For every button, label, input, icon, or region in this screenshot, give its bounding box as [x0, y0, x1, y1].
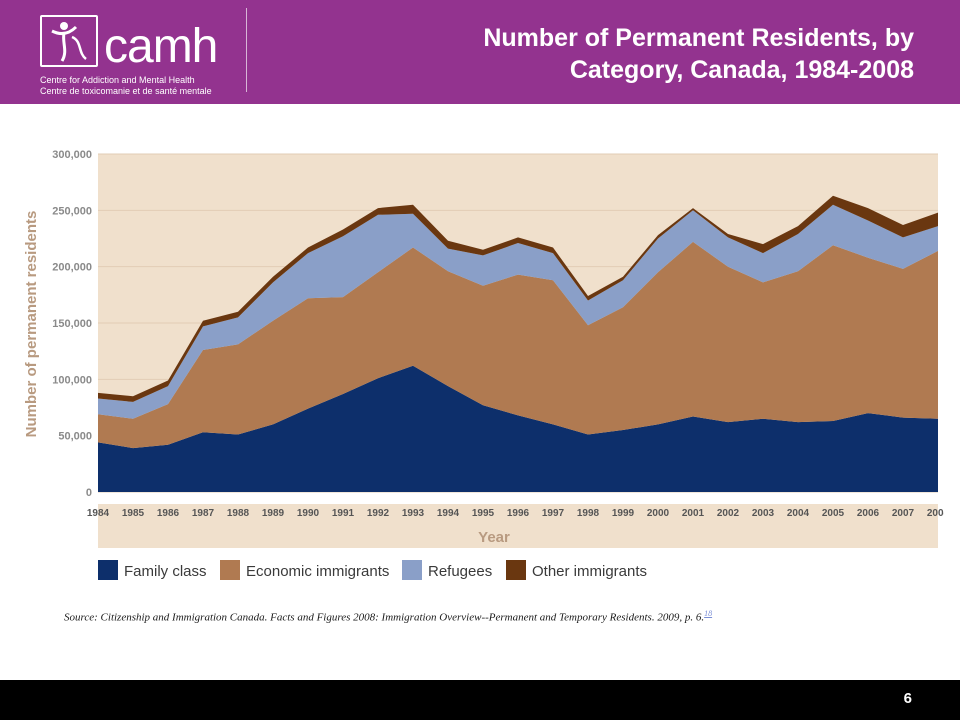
legend-swatch-family-class	[98, 560, 118, 580]
legend-label-refugees: Refugees	[428, 563, 492, 580]
x-tick-label: 1985	[122, 508, 145, 519]
legend-label-family-class: Family class	[124, 563, 207, 580]
x-tick-label: 1989	[262, 508, 285, 519]
x-tick-labels: 1984 1985 1986 1987 1988 1989 1990 1991 1992 1993…	[87, 508, 950, 519]
logo-subtitle-en: Centre for Addiction and Mental Health	[40, 75, 195, 85]
source-text: Source: Citizenship and Immigration Cana…	[64, 611, 705, 624]
y-tick-label: 50,000	[58, 431, 92, 443]
area-series	[98, 195, 938, 492]
source-reference-link[interactable]: 18	[704, 609, 713, 618]
page-number: 6	[903, 690, 912, 707]
camh-figure-icon	[40, 15, 98, 67]
x-tick-label: 1993	[402, 508, 425, 519]
x-tick-label: 1994	[437, 508, 460, 519]
y-tick-label: 250,000	[52, 205, 92, 217]
x-tick-label: 1986	[157, 508, 180, 519]
legend-label-economic-immigrants: Economic immigrants	[246, 563, 389, 580]
camh-logo: camh Centre for Addiction and Mental Hea…	[40, 15, 246, 96]
stacked-area-chart: 0 50,000 100,000 150,000 200,000 250,000 300,0…	[23, 149, 950, 580]
y-tick-label: 150,000	[52, 318, 92, 330]
x-tick-label: 1995	[472, 508, 495, 519]
x-tick-label: 1991	[332, 508, 355, 519]
x-axis-label: Year	[478, 529, 510, 546]
x-tick-label: 1984	[87, 508, 110, 519]
header-divider	[246, 8, 247, 92]
y-tick-label: 300,000	[52, 149, 92, 161]
x-tick-label: 2005	[822, 508, 845, 519]
slide-title-line1: Number of Permanent Residents, by	[483, 24, 914, 52]
x-tick-label: 1998	[577, 508, 600, 519]
y-axis-label: Number of permanent residents	[23, 211, 40, 438]
x-tick-label: 1987	[192, 508, 215, 519]
logo-subtitle-fr: Centre de toxicomanie et de santé mental…	[40, 86, 212, 96]
slide-footer: 6	[0, 680, 960, 720]
x-tick-label: 2002	[717, 508, 740, 519]
x-tick-label: 2006	[857, 508, 880, 519]
slide-title: Number of Permanent Residents, by Catego…	[354, 22, 914, 86]
legend: Family class Economic immigrants Refugees O…	[98, 560, 647, 580]
x-tick-label: 2000	[647, 508, 670, 519]
source-citation: Source: Citizenship and Immigration Cana…	[64, 609, 712, 624]
x-tick-label: 1992	[367, 508, 390, 519]
area-family-class	[98, 365, 938, 492]
legend-label-other-immigrants: Other immigrants	[532, 563, 647, 580]
x-tick-label: 1999	[612, 508, 635, 519]
legend-swatch-other-immigrants	[506, 560, 526, 580]
x-tick-label: 1997	[542, 508, 565, 519]
y-tick-label: 100,000	[52, 374, 92, 386]
x-tick-label: 2003	[752, 508, 775, 519]
logo-wordmark: camh	[104, 20, 218, 73]
y-tick-labels: 0 50,000 100,000 150,000 200,000 250,000 300,0…	[52, 149, 92, 499]
area-refugees	[98, 204, 938, 419]
slide-header: camh Centre for Addiction and Mental Hea…	[0, 0, 960, 104]
legend-swatch-economic-immigrants	[220, 560, 240, 580]
x-tick-label: 1996	[507, 508, 530, 519]
logo-subtitle: Centre for Addiction and Mental Health C…	[40, 75, 212, 97]
x-tick-label: 1990	[297, 508, 320, 519]
chart: 0 50,000 100,000 150,000 200,000 250,000 300,0…	[14, 138, 950, 600]
x-axis-band	[98, 504, 938, 548]
y-tick-label: 0	[86, 487, 92, 499]
y-tick-label: 200,000	[52, 262, 92, 274]
x-tick-label: 2001	[682, 508, 705, 519]
legend-swatch-refugees	[402, 560, 422, 580]
x-tick-label: 2004	[787, 508, 810, 519]
x-tick-label: 1988	[227, 508, 250, 519]
x-tick-label: 2008	[927, 508, 944, 519]
slide-title-line2: Category, Canada, 1984-2008	[569, 56, 914, 84]
x-tick-label: 2007	[892, 508, 915, 519]
area-economic-immigrants	[98, 241, 938, 449]
